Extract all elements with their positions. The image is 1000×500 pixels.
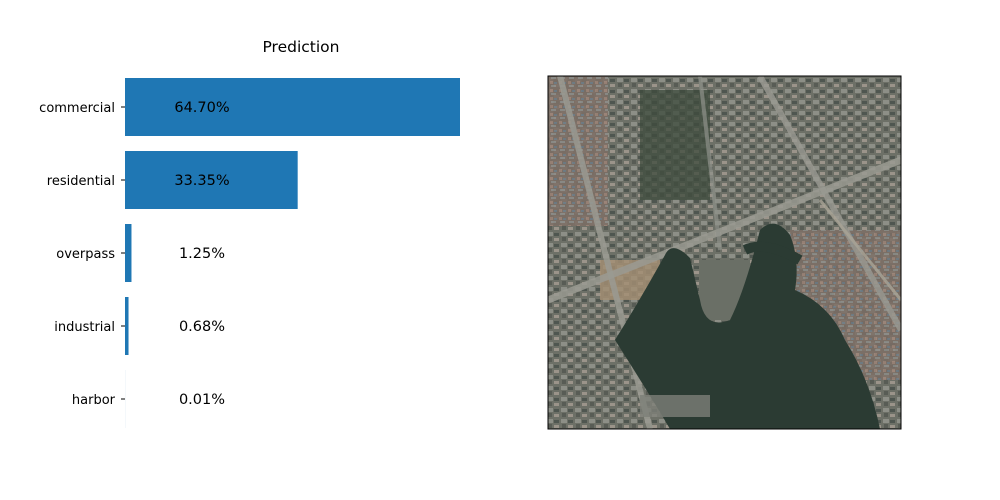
data-labels: 64.70% 33.35% 1.25% 0.68% 0.01% (174, 100, 229, 408)
bar-residential (125, 151, 298, 209)
y-axis: commercial residential overpass industrial h… (39, 101, 125, 408)
data-label-overpass: 1.25% (179, 246, 225, 262)
bar-industrial (125, 297, 129, 355)
data-label-harbor: 0.01% (179, 392, 225, 408)
image-frame (547, 75, 902, 430)
bar-commercial (125, 78, 460, 136)
bar-series (125, 78, 460, 428)
y-tick-label-industrial: industrial (54, 320, 115, 335)
y-tick-label-residential: residential (47, 174, 115, 189)
data-label-commercial: 64.70% (174, 100, 229, 116)
y-tick-label-commercial: commercial (39, 101, 115, 116)
y-tick-label-overpass: overpass (56, 247, 115, 262)
chart-title: Prediction (262, 38, 339, 56)
aerial-image (548, 76, 901, 429)
data-label-industrial: 0.68% (179, 319, 225, 335)
data-label-residential: 33.35% (174, 173, 229, 189)
bar-overpass (125, 224, 132, 282)
y-tick-label-harbor: harbor (72, 393, 116, 408)
